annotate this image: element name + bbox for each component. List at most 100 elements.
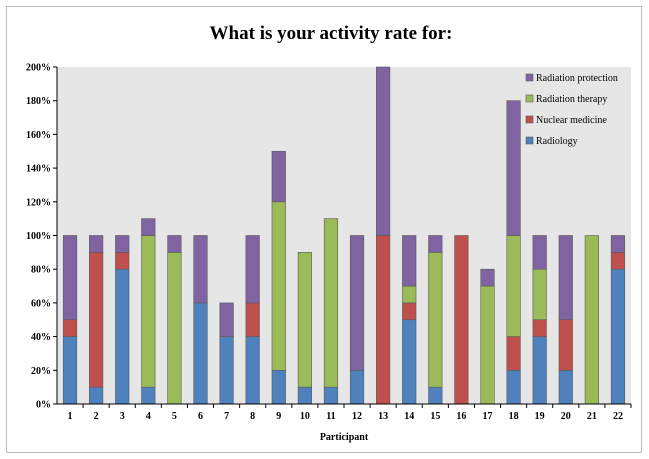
bar-segment [271,201,286,371]
bar-segment [428,235,443,253]
bar-segment [558,369,573,405]
bar-segment [141,235,156,388]
legend-label: Radiation protection [536,73,618,84]
y-tick-label: 40% [31,332,51,343]
bar-segment [297,252,312,388]
bar-segment [245,302,260,337]
bar-segment [506,100,521,236]
legend-label: Radiation therapy [536,94,607,105]
bar-segment [506,336,521,371]
legend-swatch [525,94,534,103]
bar-segment [167,235,182,253]
bar-segment [532,336,547,405]
bar-segment [558,319,573,371]
x-tick-label: 20 [561,411,571,422]
y-tick-label: 100% [26,231,51,242]
bar-segment [349,369,365,405]
x-tick-label: 5 [172,411,177,422]
chart-frame: What is your activity rate for: 0% 20% 40%… [6,6,642,453]
y-tick-label: 20% [31,366,51,377]
bar-segment [89,252,104,388]
y-axis-ticks: 0% 20% 40% 60% 80% 100% 120% 140% 160% 180% 200% [26,63,57,411]
bar-segment [480,285,495,405]
bar-segment [610,268,626,405]
bar-segment [584,235,599,405]
x-tick-label: 6 [198,411,203,422]
chart-title: What is your activity rate for: [210,23,453,44]
bars-group [62,66,626,405]
bar-segment [219,336,234,405]
bar-segment [428,252,443,388]
x-tick-label: 18 [509,411,519,422]
bar-segment [141,386,156,405]
bar-segment [376,66,391,236]
bar-segment [349,235,365,371]
bar-segment [193,235,208,304]
x-tick-label: 1 [68,411,73,422]
x-tick-label: 11 [326,411,335,422]
bar-segment [62,336,78,405]
bar-segment [610,252,626,270]
bar-segment [271,150,286,203]
stacked-bar-chart: What is your activity rate for: 0%20%40%… [26,23,632,443]
bar-segment [454,235,469,405]
bar-segment [89,235,104,253]
legend-swatch [525,136,534,145]
x-axis-ticks: 1 2 3 4 5 6 7 8 9 10 11 12 13 14 15 16 17 18 19 20 21 22 [68,404,632,422]
bar-segment [402,302,417,321]
bar-segment [506,369,521,405]
x-tick-label: 9 [276,411,281,422]
y-tick-label: 120% [26,197,51,208]
x-tick-label: 22 [613,411,623,422]
bar-segment [62,235,78,321]
legend: Radiation protection Radiation therapy Nuc… [525,73,618,147]
bar-segment [245,336,260,405]
legend-swatch [525,115,534,124]
bar-segment [558,235,573,321]
bar-segment [402,235,417,287]
y-tick-label: 180% [26,96,51,107]
legend-swatch [525,73,534,82]
bar-segment [532,235,547,270]
bar-segment [219,302,234,337]
x-axis-label: Participant [320,432,369,443]
bar-segment [193,302,208,405]
bar-segment [480,268,495,287]
x-tick-label: 17 [483,411,493,422]
x-tick-label: 2 [94,411,99,422]
bar-segment [115,235,130,253]
x-tick-label: 21 [587,411,597,422]
y-tick-label: 200% [26,63,51,74]
x-tick-label: 13 [378,411,388,422]
x-tick-label: 3 [120,411,125,422]
x-tick-label: 19 [535,411,545,422]
bar-segment [89,386,104,405]
x-tick-label: 8 [250,411,255,422]
bar-segment [323,218,339,388]
bar-segment [245,235,260,304]
bar-segment [297,386,312,405]
y-tick-label: 140% [26,164,51,175]
x-tick-label: 7 [224,411,229,422]
bar-segment [271,369,286,405]
bar-segment [62,319,78,337]
y-tick-label: 80% [31,265,51,276]
x-tick-label: 12 [352,411,362,422]
bar-segment [141,218,156,236]
bar-segment [323,386,339,405]
x-tick-label: 4 [146,411,151,422]
legend-label: Radiology [536,136,578,147]
bar-segment [402,319,417,405]
bar-segment [428,386,443,405]
bar-segment [532,268,547,321]
bar-segment [402,285,417,304]
x-tick-label: 15 [430,411,440,422]
y-tick-label: 60% [31,298,51,309]
bar-segment [167,252,182,405]
legend-label: Nuclear medicine [536,115,607,126]
x-tick-label: 10 [300,411,310,422]
x-tick-label: 16 [456,411,466,422]
bar-segment [115,268,130,405]
bar-segment [115,252,130,270]
bar-segment [376,235,391,405]
